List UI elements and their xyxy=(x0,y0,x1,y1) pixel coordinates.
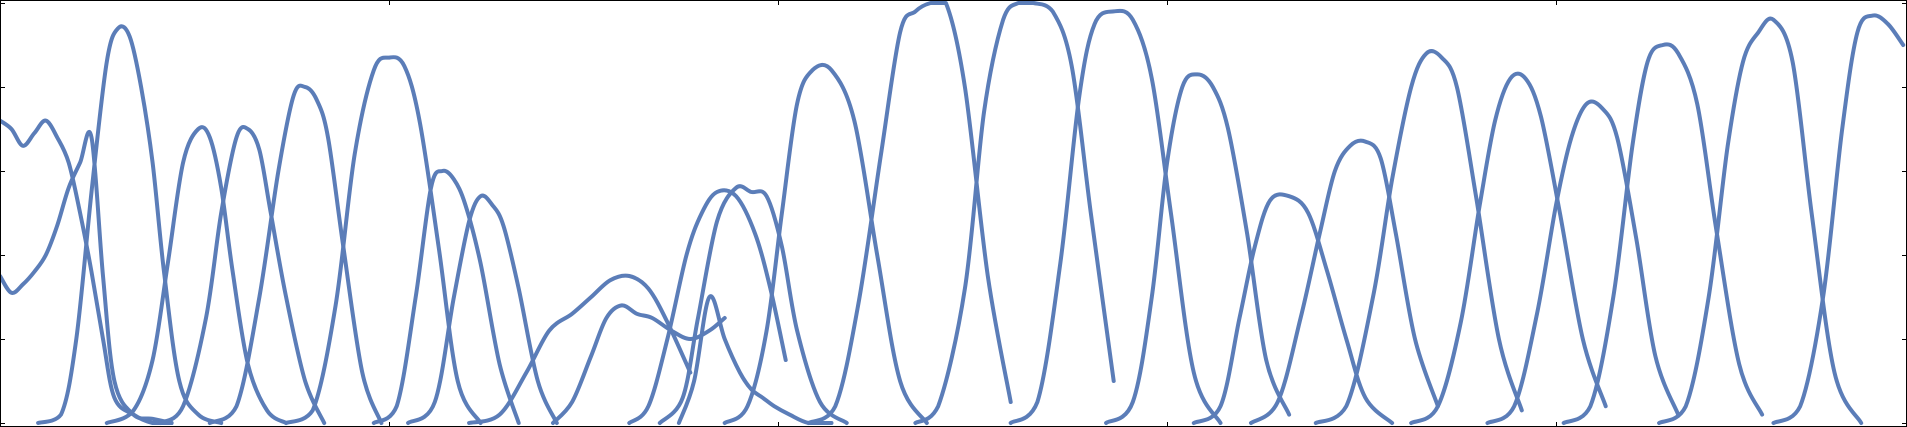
series-line-16 xyxy=(806,0,1013,425)
series-line-3 xyxy=(36,24,224,425)
series-line-5 xyxy=(158,125,327,425)
series-line-27 xyxy=(1771,13,1906,425)
series-line-20 xyxy=(1191,192,1395,425)
series-line-15 xyxy=(722,62,929,425)
series-line-10 xyxy=(467,273,693,425)
series-line-6 xyxy=(207,83,384,425)
series-line-9 xyxy=(406,193,559,425)
series-line-7 xyxy=(284,55,483,425)
series-line-21 xyxy=(1249,138,1440,425)
series-line-17 xyxy=(913,0,1116,425)
series-line-25 xyxy=(1561,42,1765,425)
series-line-12 xyxy=(627,188,788,425)
series-line-23 xyxy=(1409,71,1608,425)
series-line-14 xyxy=(676,294,834,425)
series-line-19 xyxy=(1104,72,1292,425)
series-line-18 xyxy=(1008,8,1223,425)
series-line-4 xyxy=(104,125,289,425)
series-line-8 xyxy=(371,168,521,425)
series-line-24 xyxy=(1485,99,1681,425)
series-line-13 xyxy=(657,184,849,425)
series-line-22 xyxy=(1313,49,1524,425)
series-line-26 xyxy=(1657,16,1864,425)
